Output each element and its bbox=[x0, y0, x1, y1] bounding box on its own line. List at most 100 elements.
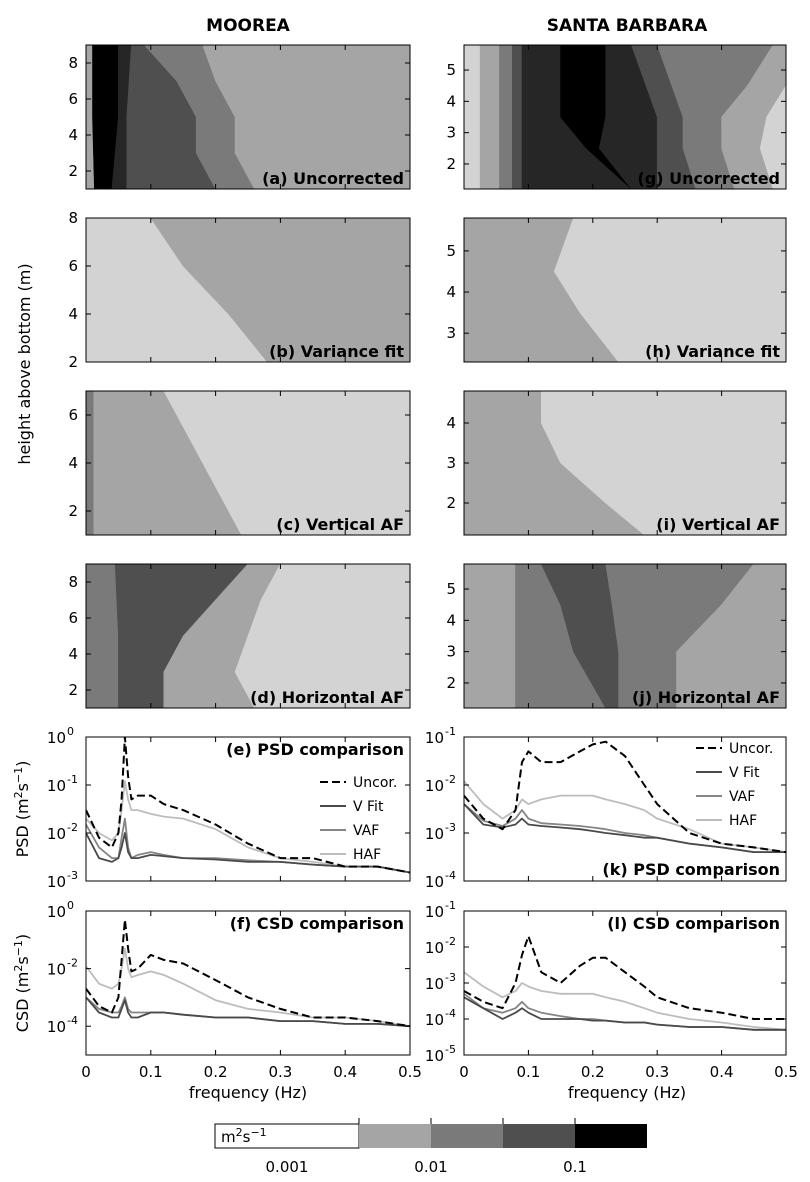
heatmap-regions bbox=[464, 564, 786, 708]
y-tick-label: 10 bbox=[425, 729, 444, 747]
series-lines bbox=[86, 918, 410, 1028]
y-tick-label: 5 bbox=[446, 580, 456, 598]
colorbar-tick-label: 0.01 bbox=[414, 1158, 447, 1176]
panel-label: (h) Variance fit bbox=[645, 342, 780, 361]
y-tick-label: 5 bbox=[446, 242, 456, 260]
colorbar-swatch bbox=[503, 1124, 575, 1148]
panel-label: (k) PSD comparison bbox=[602, 860, 780, 879]
y-tick-label: 3 bbox=[446, 124, 456, 142]
series-lines bbox=[86, 737, 410, 874]
series-line-vfit bbox=[86, 832, 410, 874]
series-line-vfit bbox=[86, 996, 410, 1028]
shared-y-axis-title: height above bottom (m) bbox=[15, 263, 34, 464]
y-tick-exponent: -2 bbox=[445, 773, 456, 786]
x-tick-label: 0 bbox=[81, 1063, 91, 1081]
y-tick-label: 3 bbox=[446, 454, 456, 472]
colorbar-tick-label: 0.001 bbox=[266, 1158, 309, 1176]
y-tick-label: 4 bbox=[446, 92, 456, 110]
contour-band bbox=[676, 564, 786, 708]
panel-label: (g) Uncorrected bbox=[637, 169, 780, 188]
y-tick-exponent: -2 bbox=[445, 935, 456, 948]
y-tick-label: 10 bbox=[47, 729, 66, 747]
y-tick-exponent: -3 bbox=[445, 821, 456, 834]
panel-frame bbox=[85, 736, 411, 882]
y-tick-exponent: -2 bbox=[67, 957, 78, 970]
legend-label: VAF bbox=[729, 789, 755, 805]
y-tick-label: 2 bbox=[446, 674, 456, 692]
series-line-uncor bbox=[86, 918, 410, 1028]
column-title-moorea: MOOREA bbox=[206, 16, 291, 36]
y-tick-label: 2 bbox=[446, 155, 456, 173]
y-tick-label: 5 bbox=[446, 61, 456, 79]
panel-label: (b) Variance fit bbox=[269, 342, 404, 361]
y-tick-label: 8 bbox=[68, 573, 78, 591]
contour-band bbox=[234, 564, 410, 708]
y-tick-label: 10 bbox=[47, 903, 66, 921]
series-line-uncor bbox=[464, 740, 786, 854]
y-tick-label: 4 bbox=[68, 454, 78, 472]
legend-label: HAF bbox=[353, 847, 381, 863]
colorbar-swatch bbox=[359, 1124, 431, 1148]
y-tick-exponent: -5 bbox=[445, 1043, 456, 1056]
panel-label: (j) Horizontal AF bbox=[632, 688, 780, 707]
contour-band bbox=[150, 218, 410, 362]
y-tick-label: 10 bbox=[425, 939, 444, 957]
contour-band bbox=[759, 45, 786, 189]
x-tick-label: 0.5 bbox=[774, 1063, 798, 1081]
panel-label: (l) CSD comparison bbox=[607, 914, 780, 933]
panel-a: 2 4 6 8 (a) Uncorrected bbox=[68, 44, 411, 190]
y-tick-label: 2 bbox=[68, 681, 78, 699]
y-tick-exponent: 0 bbox=[67, 899, 74, 912]
y-tick-exponent: -4 bbox=[445, 1007, 456, 1020]
x-tick-label: 0.2 bbox=[204, 1063, 228, 1081]
panel-b: 2 4 6 8 (b) Variance fit bbox=[68, 209, 411, 371]
y-tick-label: 8 bbox=[68, 209, 78, 227]
heatmap-regions bbox=[464, 391, 786, 535]
contour-band bbox=[92, 45, 119, 189]
y-tick-exponent: -3 bbox=[67, 869, 78, 882]
contour-band bbox=[479, 45, 500, 189]
contour-band bbox=[553, 218, 786, 362]
y-tick-label: 6 bbox=[68, 90, 78, 108]
colorbar-tick-label: 0.1 bbox=[563, 1158, 587, 1176]
contour-band bbox=[464, 45, 481, 189]
y-tick-label: 4 bbox=[68, 305, 78, 323]
panel-e: 10-310-210-110 0(e) PSD comparisonUncor.V… bbox=[12, 725, 411, 891]
heatmap-regions bbox=[464, 45, 786, 189]
legend-label: VAF bbox=[353, 823, 379, 839]
y-tick-label: 4 bbox=[68, 126, 78, 144]
y-axis-title: PSD (m2s−1) bbox=[12, 761, 32, 858]
x-tick-label: 0.4 bbox=[333, 1063, 357, 1081]
y-tick-label: 6 bbox=[68, 257, 78, 275]
series-line-uncor bbox=[464, 935, 786, 1020]
y-tick-label: 10 bbox=[425, 777, 444, 795]
y-tick-exponent: -1 bbox=[445, 725, 456, 738]
y-tick-exponent: -4 bbox=[67, 1014, 78, 1027]
contour-band bbox=[540, 391, 786, 535]
colorbar-unit-label: m2s−1 bbox=[221, 1126, 267, 1146]
panel-frame bbox=[463, 44, 787, 190]
y-tick-label: 2 bbox=[68, 502, 78, 520]
x-tick-label: 0.1 bbox=[516, 1063, 540, 1081]
y-tick-label: 4 bbox=[446, 283, 456, 301]
x-tick-label: 0.4 bbox=[710, 1063, 734, 1081]
legend-label: V Fit bbox=[353, 799, 384, 815]
panel-frame bbox=[463, 217, 787, 363]
panel-i: 2 3 4 (i) Vertical AF bbox=[446, 390, 787, 536]
y-tick-label: 4 bbox=[68, 645, 78, 663]
x-tick-label: 0.1 bbox=[139, 1063, 163, 1081]
y-tick-label: 10 bbox=[425, 903, 444, 921]
panel-label: (c) Vertical AF bbox=[276, 515, 404, 534]
panel-frame bbox=[85, 44, 411, 190]
y-tick-label: 2 bbox=[446, 494, 456, 512]
contour-band bbox=[202, 45, 410, 189]
contour-band bbox=[163, 391, 410, 535]
series-line-vfit bbox=[464, 996, 786, 1031]
column-title-santa-barbara: SANTA BARBARA bbox=[547, 16, 708, 36]
panel-frame bbox=[85, 563, 411, 709]
y-tick-exponent: -1 bbox=[67, 773, 78, 786]
y-tick-label: 10 bbox=[47, 961, 66, 979]
panel-j: 2 3 4 5 (j) Horizontal AF bbox=[446, 563, 787, 709]
